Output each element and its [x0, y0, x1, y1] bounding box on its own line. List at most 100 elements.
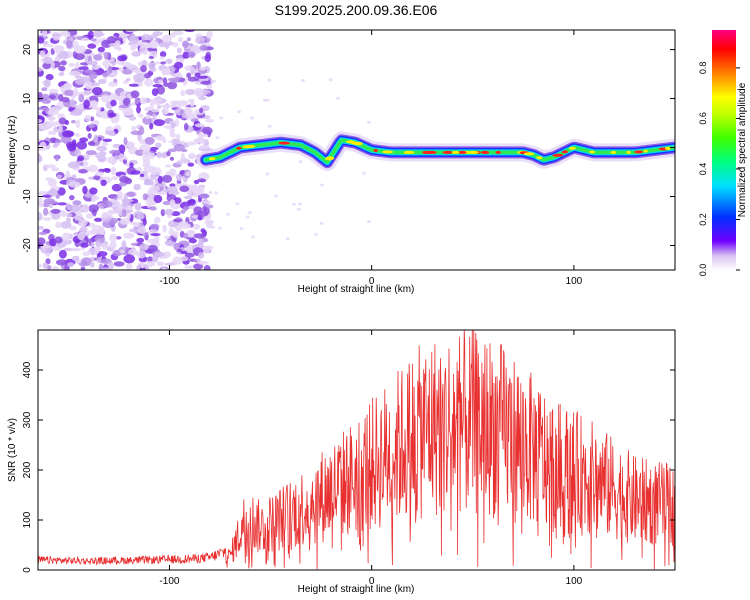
noise-blob — [128, 228, 140, 233]
noise-blob — [161, 107, 169, 115]
noise-blob — [128, 248, 138, 256]
noise-blob — [92, 32, 105, 37]
noise-blob — [136, 237, 145, 243]
noise-blob — [129, 116, 137, 121]
noise-blob — [40, 245, 51, 249]
noise-blob — [95, 240, 102, 248]
noise-blob — [188, 154, 200, 158]
noise-blob — [125, 30, 138, 33]
noise-blob — [152, 254, 159, 263]
noise-blob — [68, 70, 81, 76]
noise-blob — [116, 191, 124, 201]
noise-blob — [168, 220, 178, 228]
noise-blob — [166, 186, 179, 194]
noise-blob — [97, 155, 107, 163]
noise-blob — [185, 171, 191, 177]
noise-blob — [198, 240, 204, 249]
ridge-peak — [634, 150, 643, 154]
noise-blob — [58, 65, 66, 72]
noise-blob — [199, 193, 210, 199]
noise-blob — [58, 249, 67, 259]
noise-blob — [155, 142, 162, 148]
noise-blob — [247, 211, 252, 215]
noise-blob — [125, 77, 131, 82]
noise-blob — [142, 159, 151, 167]
noise-blob — [47, 116, 56, 121]
noise-blob — [154, 216, 161, 224]
noise-blob — [200, 80, 212, 85]
noise-blob — [113, 154, 120, 160]
noise-blob — [146, 199, 152, 209]
noise-blob — [292, 202, 296, 206]
noise-blob — [72, 88, 79, 97]
noise-blob — [123, 177, 133, 185]
noise-blob — [160, 209, 166, 217]
noise-blob — [160, 61, 167, 65]
noise-blob — [135, 149, 145, 156]
noise-blob — [44, 164, 56, 169]
noise-blob — [54, 154, 60, 162]
noise-blob — [108, 65, 113, 75]
noise-blob — [150, 233, 161, 237]
noise-blob — [172, 218, 182, 223]
noise-blob — [169, 126, 175, 136]
noise-blob — [215, 136, 220, 140]
noise-blob — [55, 259, 68, 266]
noise-blob — [366, 220, 371, 223]
noise-blob — [183, 195, 193, 200]
noise-blob — [38, 231, 47, 236]
noise-blob — [38, 191, 48, 196]
noise-blob — [130, 170, 141, 175]
noise-blob — [152, 113, 157, 118]
snr-marks — [38, 330, 675, 570]
noise-blob — [73, 40, 79, 50]
noise-blob — [187, 162, 195, 167]
noise-blob — [98, 151, 107, 157]
colorbar-tick-label: 0.8 — [698, 62, 708, 75]
ridge-peak — [523, 152, 535, 156]
noise-blob — [70, 247, 82, 252]
noise-blob — [225, 212, 230, 216]
noise-blob — [79, 162, 84, 166]
noise-blob — [206, 84, 213, 89]
noise-blob — [54, 236, 63, 244]
noise-blob — [110, 99, 117, 107]
noise-blob — [161, 34, 172, 43]
noise-blob — [38, 197, 43, 203]
ridge-peak — [354, 142, 363, 146]
noise-blob — [43, 198, 56, 205]
noise-blob — [148, 34, 159, 39]
noise-blob — [48, 88, 59, 94]
noise-blob — [168, 168, 177, 177]
noise-blob — [328, 78, 333, 82]
noise-blob — [144, 78, 154, 87]
noise-blob — [152, 84, 163, 88]
noise-blob — [210, 225, 215, 229]
chart-title: S199.2025.200.09.36.E06 — [275, 2, 438, 18]
noise-blob — [151, 88, 159, 97]
noise-blob — [178, 101, 189, 107]
y-tick-label: -10 — [22, 189, 33, 204]
noise-blob — [41, 30, 48, 37]
noise-blob — [194, 123, 205, 128]
noise-blob — [174, 76, 181, 81]
noise-blob — [123, 254, 135, 264]
x-tick-label: 100 — [566, 276, 583, 287]
noise-blob — [162, 224, 167, 233]
noise-blob — [98, 79, 107, 84]
noise-blob — [88, 204, 99, 213]
noise-blob — [179, 185, 190, 193]
noise-blob — [187, 76, 198, 82]
noise-blob — [102, 267, 110, 270]
noise-blob — [38, 119, 43, 123]
noise-blob — [172, 256, 183, 265]
noise-blob — [170, 80, 180, 83]
noise-blob — [91, 89, 102, 94]
noise-blob — [208, 191, 213, 194]
noise-blob — [43, 207, 49, 216]
noise-blob — [113, 42, 120, 50]
noise-blob — [51, 212, 61, 220]
noise-blob — [182, 51, 190, 59]
noise-blob — [164, 240, 174, 246]
